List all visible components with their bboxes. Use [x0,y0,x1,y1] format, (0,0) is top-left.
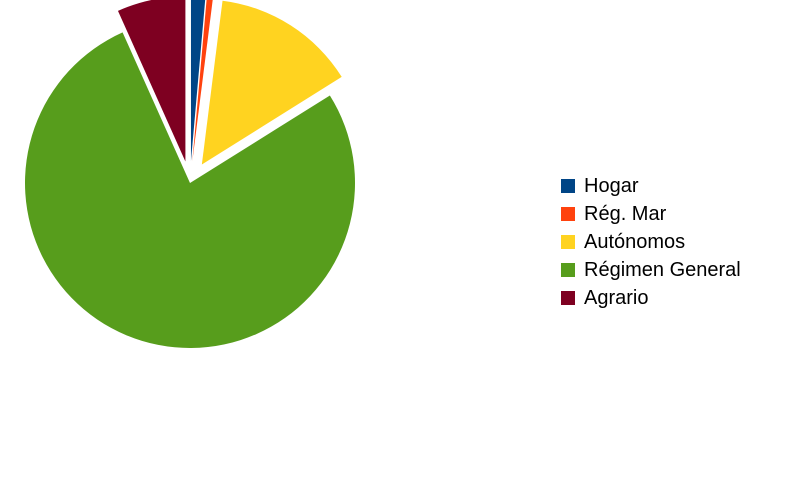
chart-legend: Hogar Rég. Mar Autónomos Régimen General… [561,172,741,312]
legend-label-agrario: Agrario [584,286,649,309]
legend-label-regimen-general: Régimen General [584,258,741,281]
legend-label-hogar: Hogar [584,174,639,197]
pie-slice-autonomos [201,0,342,165]
legend-swatch-agrario [561,291,575,305]
legend-label-reg-mar: Rég. Mar [584,202,667,225]
pie-slice-agrario [117,0,186,162]
legend-item-hogar: Hogar [561,172,741,200]
pie-slice-reg-mar [192,0,213,162]
legend-item-autonomos: Autónomos [561,228,741,256]
legend-swatch-autonomos [561,235,575,249]
pie-slice-hogar [190,0,206,162]
legend-label-autonomos: Autónomos [584,230,686,253]
pie-slice-regimen-general [24,32,356,349]
legend-item-regimen-general: Régimen General [561,256,741,284]
legend-swatch-reg-mar [561,207,575,221]
legend-item-reg-mar: Rég. Mar [561,200,741,228]
legend-item-agrario: Agrario [561,284,741,312]
legend-swatch-regimen-general [561,263,575,277]
legend-swatch-hogar [561,179,575,193]
